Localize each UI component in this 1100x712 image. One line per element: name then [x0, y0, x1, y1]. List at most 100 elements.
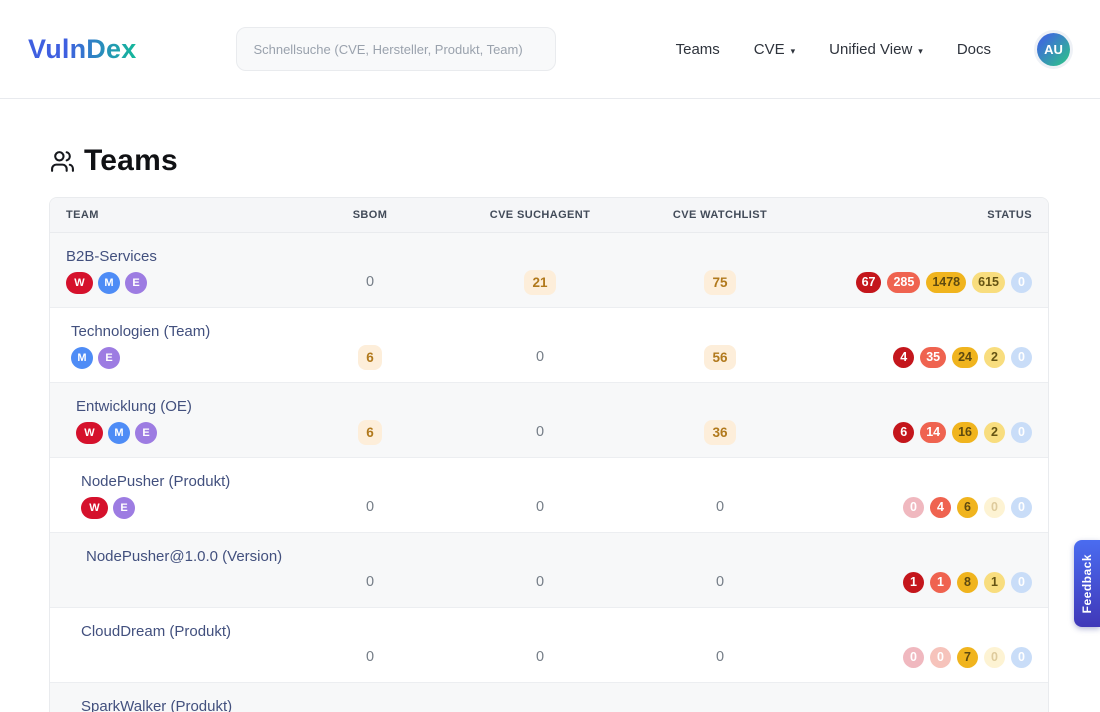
- status-badge-critical: 6: [893, 421, 915, 443]
- status-badge-critical: 1: [903, 571, 924, 593]
- status-badge-high: 35: [920, 346, 947, 368]
- count-value: 6: [358, 419, 382, 445]
- count-value: 0: [535, 424, 545, 440]
- page-heading: Teams: [50, 144, 1050, 178]
- table-row[interactable]: NodePusher (Produkt) W E 0 0 0 0 4 6 0 0: [50, 458, 1048, 533]
- main-nav: Teams CVE ▾ Unified View ▾ Docs AU: [675, 32, 1070, 66]
- status-badge-low: 0: [984, 496, 1005, 518]
- count-value: 0: [365, 574, 375, 590]
- nav-item-unified-view[interactable]: Unified View ▾: [829, 40, 923, 58]
- status-badge-info: 0: [1011, 571, 1032, 593]
- watchlist-cell: 0: [640, 608, 800, 682]
- status-badge-low: 615: [972, 271, 1005, 293]
- sbom-cell: 0: [300, 233, 440, 307]
- role-badge-w: W: [81, 497, 108, 519]
- status-badge-high: 285: [887, 271, 921, 293]
- team-link[interactable]: Entwicklung (OE): [76, 398, 192, 415]
- sbom-cell: [300, 683, 440, 712]
- team-link[interactable]: SparkWalker (Produkt): [81, 698, 233, 712]
- status-badge-info: 0: [1011, 346, 1032, 368]
- count-value: 6: [358, 344, 382, 370]
- count-value: 0: [365, 274, 375, 290]
- team-link[interactable]: Technologien (Team): [71, 323, 211, 340]
- suchagent-cell: [440, 683, 640, 712]
- page-title: Teams: [84, 144, 178, 177]
- watchlist-cell: 75: [640, 233, 800, 307]
- nav-item-teams[interactable]: Teams: [675, 40, 720, 58]
- status-badge-low: 2: [984, 346, 1005, 368]
- table-row[interactable]: CloudDream (Produkt) 0 0 0 0 0 7 0 0: [50, 608, 1048, 683]
- column-header-watchlist: CVE WATCHLIST: [672, 209, 768, 221]
- suchagent-cell: 0: [440, 308, 640, 382]
- count-value: 0: [715, 499, 725, 515]
- status-badge-high: 4: [930, 496, 951, 518]
- count-value: 36: [704, 419, 736, 445]
- count-value: 75: [704, 269, 736, 295]
- table-row[interactable]: SparkWalker (Produkt): [50, 683, 1048, 712]
- team-cell: Technologien (Team) M E: [50, 308, 300, 382]
- status-cell: [800, 683, 1048, 712]
- role-badge-m: M: [108, 422, 130, 444]
- sbom-cell: 6: [300, 308, 440, 382]
- main-content: Teams TEAM SBOM CVE SUCHAGENT CVE WATCHL…: [0, 99, 1100, 712]
- role-badge-e: E: [125, 272, 147, 294]
- count-value: 56: [704, 344, 736, 370]
- feedback-button[interactable]: Feedback: [1074, 540, 1100, 627]
- teams-table: TEAM SBOM CVE SUCHAGENT CVE WATCHLIST ST…: [49, 197, 1049, 712]
- feedback-label: Feedback: [1080, 553, 1094, 614]
- status-badge-low: 2: [984, 421, 1005, 443]
- avatar[interactable]: AU: [1037, 32, 1070, 66]
- table-body: B2B-Services W M E 0 21 75 67 285 1478 615 0 Technol…: [50, 233, 1048, 712]
- table-row[interactable]: Entwicklung (OE) W M E 6 0 36 6 14 16 2 0: [50, 383, 1048, 458]
- table-row[interactable]: B2B-Services W M E 0 21 75 67 285 1478 615 0: [50, 233, 1048, 308]
- role-badge-w: W: [76, 422, 103, 444]
- search-input[interactable]: [236, 27, 557, 71]
- sbom-cell: 6: [300, 383, 440, 457]
- status-cell: 67 285 1478 615 0: [800, 233, 1048, 307]
- team-cell: B2B-Services W M E: [50, 233, 300, 307]
- top-navigation-bar: VulnDex Teams CVE▾ Unified View▾ Docs AU: [0, 0, 1100, 99]
- chevron-down-icon: ▾: [918, 45, 923, 56]
- nav-item-docs[interactable]: Docs: [956, 40, 991, 58]
- status-badge-critical: 0: [903, 646, 924, 668]
- team-link[interactable]: CloudDream (Produkt): [81, 623, 232, 640]
- role-badge-w: W: [66, 272, 93, 294]
- sbom-cell: 0: [300, 458, 440, 532]
- nav-item-cve[interactable]: CVE ▾: [753, 40, 796, 58]
- status-badge-critical: 0: [903, 496, 924, 518]
- suchagent-cell: 0: [440, 383, 640, 457]
- team-cell: Entwicklung (OE) W M E: [50, 383, 300, 457]
- status-badge-low: 1: [984, 571, 1005, 593]
- global-search: [236, 27, 557, 71]
- team-cell: CloudDream (Produkt): [50, 608, 300, 682]
- count-value: 0: [715, 649, 725, 665]
- suchagent-cell: 21: [440, 233, 640, 307]
- count-value: 0: [365, 499, 375, 515]
- role-badge-e: E: [98, 347, 120, 369]
- table-row[interactable]: NodePusher@1.0.0 (Version) 0 0 0 1 1 8 1 0: [50, 533, 1048, 608]
- team-link[interactable]: B2B-Services: [66, 248, 157, 265]
- role-badge-e: E: [113, 497, 135, 519]
- status-badge-medium: 24: [952, 346, 978, 368]
- team-link[interactable]: NodePusher (Produkt): [81, 473, 231, 490]
- suchagent-cell: 0: [440, 533, 640, 607]
- table-row[interactable]: Technologien (Team) M E 6 0 56 4 35 24 2 0: [50, 308, 1048, 383]
- role-badge-m: M: [71, 347, 93, 369]
- suchagent-cell: 0: [440, 458, 640, 532]
- count-value: 0: [535, 349, 545, 365]
- status-badge-medium: 16: [952, 421, 978, 443]
- status-cell: 4 35 24 2 0: [800, 308, 1048, 382]
- status-badge-medium: 8: [957, 571, 978, 593]
- status-badge-high: 14: [920, 421, 947, 443]
- team-link[interactable]: NodePusher@1.0.0 (Version): [86, 548, 283, 565]
- column-header-team: TEAM: [66, 209, 99, 221]
- app-logo[interactable]: VulnDex: [28, 33, 137, 64]
- team-cell: NodePusher (Produkt) W E: [50, 458, 300, 532]
- status-badge-critical: 67: [855, 271, 882, 293]
